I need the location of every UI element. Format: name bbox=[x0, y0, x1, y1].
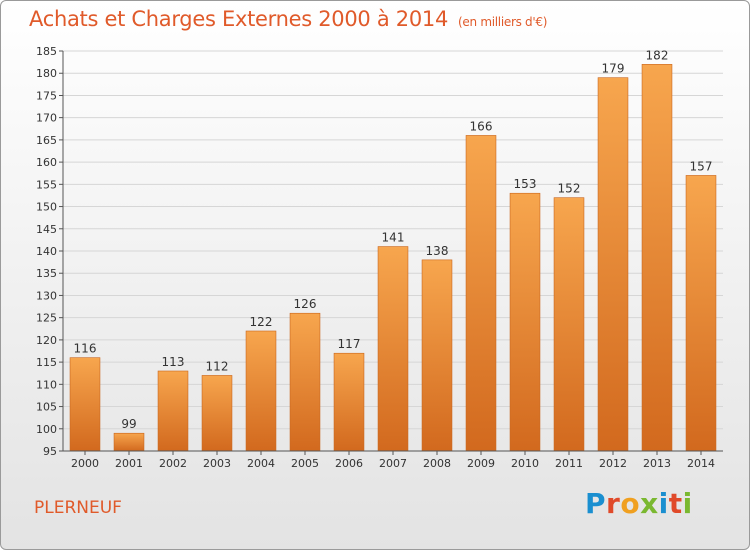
x-tick-label: 2012 bbox=[599, 457, 627, 470]
x-tick-label: 2000 bbox=[71, 457, 99, 470]
y-tick-label: 180 bbox=[36, 67, 57, 80]
logo-letter: r bbox=[606, 487, 621, 520]
bar-2008 bbox=[421, 259, 453, 452]
logo-letter: i bbox=[658, 487, 669, 520]
x-tick-label: 2008 bbox=[423, 457, 451, 470]
value-label: 117 bbox=[338, 337, 361, 351]
x-tick-label: 2004 bbox=[247, 457, 275, 470]
x-tick-label: 2014 bbox=[687, 457, 715, 470]
value-label: 122 bbox=[250, 315, 273, 329]
value-label: 153 bbox=[514, 177, 537, 191]
value-label: 166 bbox=[470, 119, 493, 133]
bar-2006 bbox=[333, 352, 365, 452]
y-tick-label: 105 bbox=[36, 401, 57, 414]
x-tick-label: 2011 bbox=[555, 457, 583, 470]
value-label: 152 bbox=[558, 182, 581, 196]
value-label: 157 bbox=[690, 159, 713, 173]
proxiti-logo: Proxiti bbox=[585, 487, 693, 520]
logo-letter: t bbox=[668, 487, 683, 520]
x-tick-label: 2013 bbox=[643, 457, 671, 470]
bar-2001 bbox=[113, 432, 145, 452]
bar-2014 bbox=[685, 175, 717, 452]
logo-letter: x bbox=[640, 487, 659, 520]
x-tick-label: 2002 bbox=[159, 457, 187, 470]
value-label: 138 bbox=[426, 244, 449, 258]
logo-letter: i bbox=[682, 487, 693, 520]
bar-2003 bbox=[201, 375, 233, 452]
bar-2004 bbox=[245, 330, 277, 452]
y-tick-label: 110 bbox=[36, 378, 57, 391]
y-tick-label: 160 bbox=[36, 156, 57, 169]
y-tick-label: 120 bbox=[36, 334, 57, 347]
bars bbox=[69, 64, 717, 452]
y-tick-label: 170 bbox=[36, 112, 57, 125]
y-tick-label: 175 bbox=[36, 89, 57, 102]
y-tick-label: 165 bbox=[36, 134, 57, 147]
y-tick-label: 150 bbox=[36, 201, 57, 214]
x-tick-label: 2007 bbox=[379, 457, 407, 470]
value-label: 182 bbox=[646, 48, 669, 62]
bar-2010 bbox=[509, 192, 541, 452]
x-tick-label: 2009 bbox=[467, 457, 495, 470]
chart-title: Achats et Charges Externes 2000 à 2014 (e… bbox=[29, 7, 547, 31]
bar-2012 bbox=[597, 77, 629, 452]
value-label: 99 bbox=[121, 417, 136, 431]
x-tick-label: 2006 bbox=[335, 457, 363, 470]
value-label: 116 bbox=[74, 342, 97, 356]
value-label: 141 bbox=[382, 231, 405, 245]
y-tick-label: 115 bbox=[36, 356, 57, 369]
x-tick-label: 2001 bbox=[115, 457, 143, 470]
value-label: 179 bbox=[602, 62, 625, 76]
value-label: 126 bbox=[294, 297, 317, 311]
y-tick-label: 130 bbox=[36, 289, 57, 302]
bar-2013 bbox=[641, 64, 673, 452]
x-tick-label: 2010 bbox=[511, 457, 539, 470]
logo-letter: P bbox=[585, 487, 607, 520]
y-tick-label: 125 bbox=[36, 312, 57, 325]
x-tick-label: 2005 bbox=[291, 457, 319, 470]
axes: 95 100 105 110 115 120 125 130 135 140 145 150 155 16… bbox=[36, 45, 723, 470]
bar-2002 bbox=[157, 370, 189, 452]
value-label: 113 bbox=[162, 355, 185, 369]
x-tick-label: 2003 bbox=[203, 457, 231, 470]
y-tick-label: 95 bbox=[43, 445, 57, 458]
y-tick-label: 140 bbox=[36, 245, 57, 258]
bar-2009 bbox=[465, 135, 497, 452]
bar-2005 bbox=[289, 312, 321, 452]
y-tick-label: 100 bbox=[36, 423, 57, 436]
value-label: 112 bbox=[206, 359, 229, 373]
y-tick-label: 135 bbox=[36, 267, 57, 280]
logo-letter: o bbox=[620, 487, 641, 520]
bar-2011 bbox=[553, 197, 585, 452]
chart-title-text: Achats et Charges Externes 2000 à 2014 bbox=[29, 7, 449, 31]
chart-subtitle: (en milliers d'€) bbox=[458, 15, 548, 29]
y-tick-label: 145 bbox=[36, 223, 57, 236]
bar-2000 bbox=[69, 357, 101, 452]
y-tick-label: 185 bbox=[36, 45, 57, 58]
bar-2007 bbox=[377, 246, 409, 452]
value-labels: 116 99 113 112 122 126 117 141 138 166 153 152 179 18… bbox=[74, 48, 713, 431]
commune-name: PLERNEUF bbox=[34, 498, 122, 518]
y-tick-label: 155 bbox=[36, 178, 57, 191]
